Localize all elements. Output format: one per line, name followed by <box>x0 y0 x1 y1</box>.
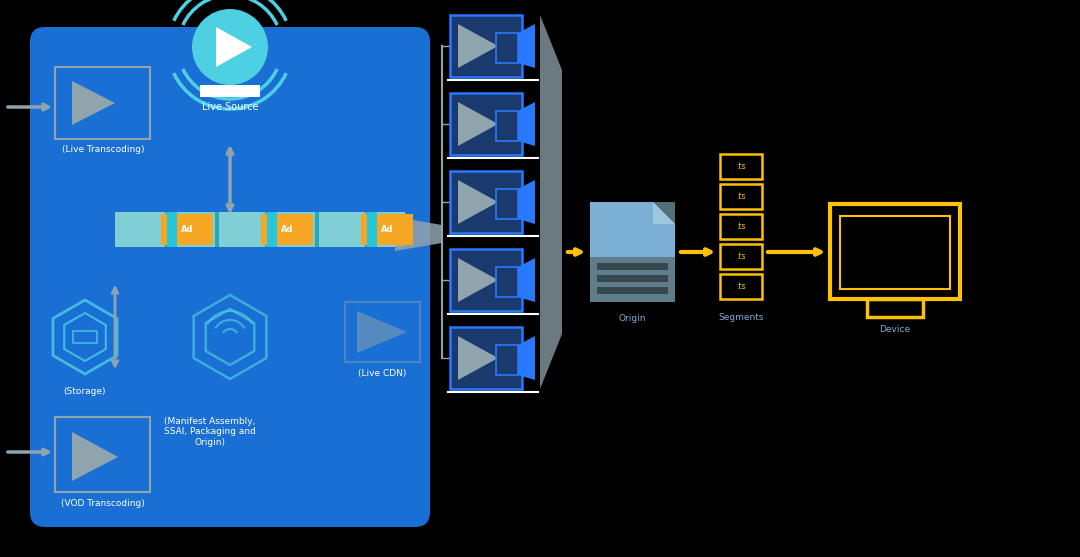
Bar <box>590 202 675 302</box>
Bar <box>590 257 675 302</box>
Text: (Live CDN): (Live CDN) <box>357 369 406 378</box>
Text: .ts: .ts <box>737 252 746 261</box>
Bar <box>720 214 762 239</box>
Bar <box>597 263 669 270</box>
Text: .ts: .ts <box>737 162 746 171</box>
Bar <box>496 345 518 375</box>
Polygon shape <box>357 311 407 353</box>
Text: (Manifest Assembly,
SSAI, Packaging and
Origin): (Manifest Assembly, SSAI, Packaging and … <box>164 417 256 447</box>
Bar <box>450 93 522 155</box>
Bar <box>450 15 522 77</box>
Bar <box>867 299 923 317</box>
Polygon shape <box>458 24 498 68</box>
Polygon shape <box>653 202 675 224</box>
Text: .ts: .ts <box>737 222 746 231</box>
Polygon shape <box>518 24 535 68</box>
Bar <box>261 214 313 245</box>
Polygon shape <box>216 27 252 67</box>
Text: .ts: .ts <box>737 192 746 201</box>
Circle shape <box>192 9 268 85</box>
Bar <box>55 67 150 139</box>
Bar <box>200 85 260 97</box>
Bar <box>372 212 377 247</box>
Text: Ad: Ad <box>180 225 193 234</box>
Bar <box>161 214 213 245</box>
Bar <box>55 417 150 492</box>
Bar <box>496 189 518 219</box>
Bar <box>171 212 177 247</box>
Text: .ts: .ts <box>737 282 746 291</box>
Polygon shape <box>458 180 498 224</box>
Bar <box>720 184 762 209</box>
Bar <box>267 212 273 247</box>
Text: Device: Device <box>879 325 910 334</box>
Bar <box>840 216 950 289</box>
Bar <box>271 212 276 247</box>
Bar <box>450 249 522 311</box>
Bar <box>597 287 669 294</box>
Polygon shape <box>72 81 114 125</box>
Text: (Live Transcoding): (Live Transcoding) <box>62 145 145 154</box>
Bar <box>165 212 168 247</box>
Bar <box>450 327 522 389</box>
Bar <box>831 204 960 299</box>
Polygon shape <box>540 15 562 389</box>
Bar <box>114 212 405 247</box>
Polygon shape <box>518 336 535 380</box>
Bar <box>167 212 173 247</box>
Text: Segments: Segments <box>718 313 764 322</box>
Polygon shape <box>395 217 442 251</box>
Polygon shape <box>518 258 535 302</box>
Polygon shape <box>518 102 535 146</box>
Text: Origin: Origin <box>619 314 646 323</box>
Text: (Storage): (Storage) <box>64 387 106 396</box>
Bar <box>315 212 319 247</box>
Bar <box>496 111 518 141</box>
Text: (VOD Transcoding): (VOD Transcoding) <box>62 499 145 508</box>
Polygon shape <box>458 336 498 380</box>
Text: Ad: Ad <box>381 225 393 234</box>
Bar <box>720 154 762 179</box>
Polygon shape <box>518 180 535 224</box>
FancyBboxPatch shape <box>30 27 430 527</box>
Bar <box>450 171 522 233</box>
Bar <box>496 33 518 63</box>
Bar <box>720 274 762 299</box>
Bar <box>496 267 518 297</box>
Bar <box>361 214 413 245</box>
Polygon shape <box>653 202 675 224</box>
Bar <box>720 244 762 269</box>
Polygon shape <box>72 432 118 481</box>
Text: Ad: Ad <box>281 225 294 234</box>
Bar <box>345 302 420 362</box>
Bar <box>597 275 669 282</box>
Text: Live Source: Live Source <box>202 102 258 112</box>
Polygon shape <box>458 102 498 146</box>
Bar <box>365 212 369 247</box>
Bar <box>367 212 373 247</box>
Bar <box>215 212 219 247</box>
Bar <box>265 212 269 247</box>
Polygon shape <box>458 258 498 302</box>
